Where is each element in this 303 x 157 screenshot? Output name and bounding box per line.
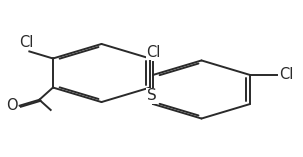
Text: Cl: Cl [279, 68, 293, 82]
Text: S: S [147, 88, 156, 103]
Text: O: O [6, 98, 18, 113]
Text: Cl: Cl [19, 35, 34, 50]
Text: Cl: Cl [146, 45, 160, 60]
